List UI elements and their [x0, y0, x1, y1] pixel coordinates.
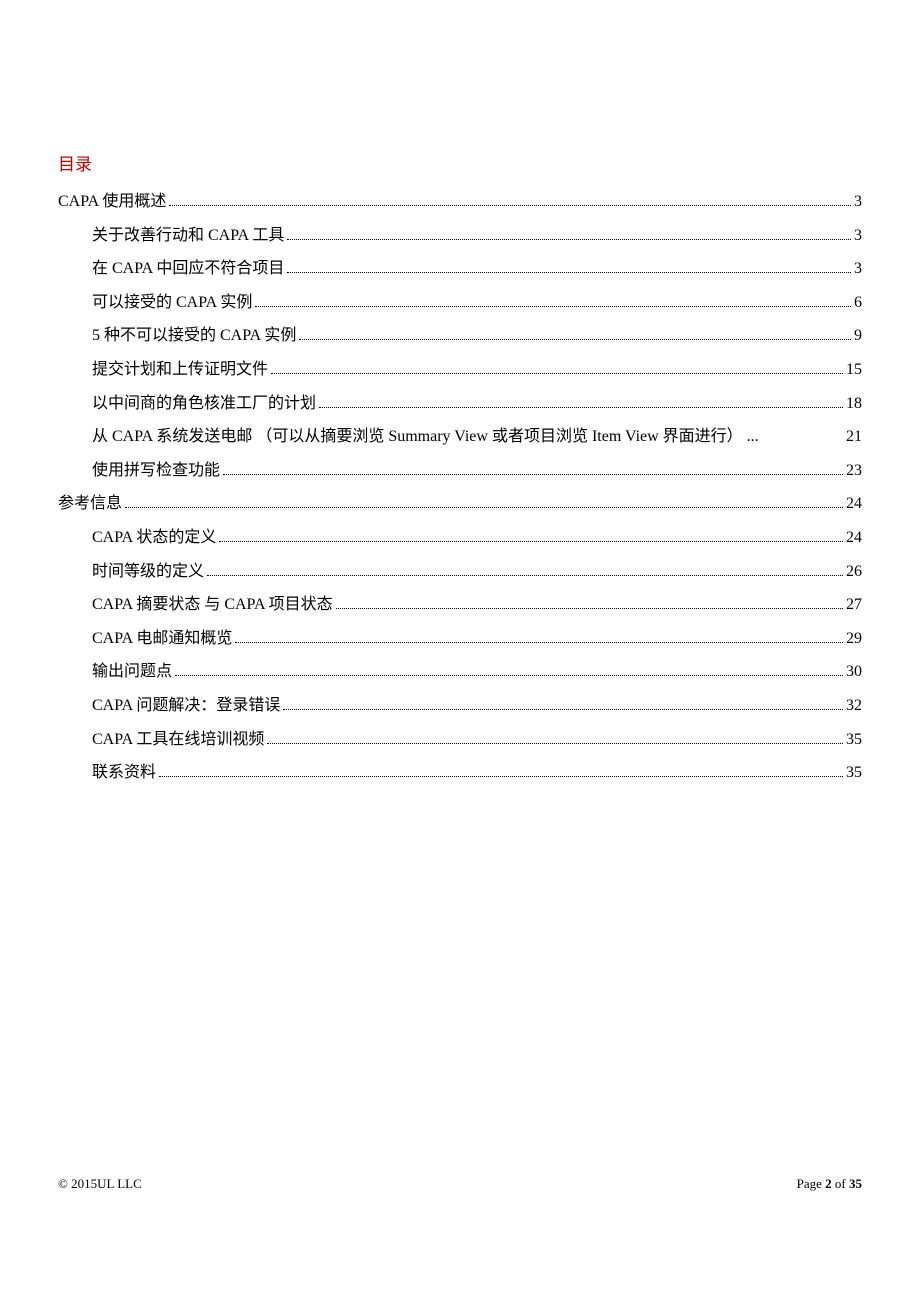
- toc-entry-label: 联系资料: [92, 756, 156, 790]
- toc-entry[interactable]: 可以接受的 CAPA 实例 6: [58, 286, 862, 320]
- toc-leader-dots: [125, 507, 843, 508]
- toc-list: CAPA 使用概述 3关于改善行动和 CAPA 工具 3在 CAPA 中回应不符…: [58, 185, 862, 790]
- toc-leader-dots: [271, 373, 843, 374]
- toc-leader-dots: [319, 407, 843, 408]
- toc-entry[interactable]: 从 CAPA 系统发送电邮 （可以从摘要浏览 Summary View 或者项目…: [58, 420, 862, 454]
- toc-entry[interactable]: 时间等级的定义 26: [58, 555, 862, 589]
- toc-entry-label: CAPA 使用概述: [58, 185, 166, 219]
- toc-entry-label: 使用拼写检查功能: [92, 454, 220, 488]
- toc-entry-page: 29: [846, 622, 862, 656]
- toc-entry-page: 35: [846, 756, 862, 790]
- toc-entry[interactable]: CAPA 问题解决：登录错误 32: [58, 689, 862, 723]
- toc-entry-label: CAPA 电邮通知概览: [92, 622, 232, 656]
- toc-entry[interactable]: 使用拼写检查功能 23: [58, 454, 862, 488]
- toc-leader-dots: [287, 272, 851, 273]
- toc-leader-dots: [283, 709, 843, 710]
- footer-page-mid: of: [832, 1176, 849, 1191]
- footer-page-number: Page 2 of 35: [797, 1176, 862, 1192]
- toc-entry[interactable]: 5 种不可以接受的 CAPA 实例 9: [58, 319, 862, 353]
- toc-entry-page: 26: [846, 555, 862, 589]
- toc-entry-label: 时间等级的定义: [92, 555, 204, 589]
- toc-entry[interactable]: 提交计划和上传证明文件 15: [58, 353, 862, 387]
- toc-entry-label: 5 种不可以接受的 CAPA 实例: [92, 319, 296, 353]
- toc-leader-dots: [336, 608, 843, 609]
- toc-entry-label: CAPA 问题解决：登录错误: [92, 689, 280, 723]
- toc-entry[interactable]: 参考信息 24: [58, 487, 862, 521]
- page-footer: © 2015UL LLC Page 2 of 35: [58, 1176, 862, 1192]
- toc-entry-page: 18: [846, 387, 862, 421]
- toc-leader-dots: [175, 675, 843, 676]
- toc-leader-dots: [235, 642, 843, 643]
- toc-leader-dots: [223, 474, 843, 475]
- toc-entry-page: 32: [846, 689, 862, 723]
- toc-entry[interactable]: CAPA 状态的定义 24: [58, 521, 862, 555]
- toc-entry[interactable]: CAPA 摘要状态 与 CAPA 项目状态 27: [58, 588, 862, 622]
- toc-leader-dots: [219, 541, 843, 542]
- document-page: 目录 CAPA 使用概述 3关于改善行动和 CAPA 工具 3在 CAPA 中回…: [0, 0, 920, 790]
- toc-entry-label: 关于改善行动和 CAPA 工具: [92, 219, 284, 253]
- toc-entry-page: 27: [846, 588, 862, 622]
- toc-entry[interactable]: 关于改善行动和 CAPA 工具 3: [58, 219, 862, 253]
- toc-entry-page: 24: [846, 487, 862, 521]
- toc-leader-dots: [169, 205, 851, 206]
- toc-leader-dots: [299, 339, 851, 340]
- toc-entry-label: 在 CAPA 中回应不符合项目: [92, 252, 284, 286]
- toc-entry-page: 30: [846, 655, 862, 689]
- toc-entry-page: 3: [854, 219, 862, 253]
- toc-entry-label: 参考信息: [58, 487, 122, 521]
- toc-entry-label: 以中间商的角色核准工厂的计划: [92, 387, 316, 421]
- toc-entry[interactable]: 联系资料 35: [58, 756, 862, 790]
- toc-entry-label: 输出问题点: [92, 655, 172, 689]
- toc-leader-dots: [267, 743, 843, 744]
- toc-leader-dots: [255, 306, 851, 307]
- toc-entry-label: 从 CAPA 系统发送电邮 （可以从摘要浏览 Summary View 或者项目…: [92, 420, 759, 454]
- footer-page-total: 35: [849, 1176, 862, 1191]
- toc-leader-dots: [159, 776, 843, 777]
- toc-entry-label: 提交计划和上传证明文件: [92, 353, 268, 387]
- toc-entry-page: 24: [846, 521, 862, 555]
- toc-entry-page: 35: [846, 723, 862, 757]
- toc-entry[interactable]: 在 CAPA 中回应不符合项目 3: [58, 252, 862, 286]
- toc-entry-page: 6: [854, 286, 862, 320]
- toc-entry[interactable]: CAPA 使用概述 3: [58, 185, 862, 219]
- toc-entry[interactable]: 输出问题点 30: [58, 655, 862, 689]
- toc-leader-dots: [207, 575, 843, 576]
- toc-entry-label: 可以接受的 CAPA 实例: [92, 286, 252, 320]
- toc-entry-page: 3: [854, 185, 862, 219]
- toc-leader-dots: [287, 239, 851, 240]
- toc-entry[interactable]: CAPA 工具在线培训视频 35: [58, 723, 862, 757]
- footer-page-prefix: Page: [797, 1176, 826, 1191]
- toc-entry[interactable]: CAPA 电邮通知概览 29: [58, 622, 862, 656]
- toc-entry-page: 21: [846, 420, 862, 454]
- toc-title: 目录: [58, 150, 862, 175]
- toc-entry-page: 15: [846, 353, 862, 387]
- toc-entry[interactable]: 以中间商的角色核准工厂的计划 18: [58, 387, 862, 421]
- footer-copyright: © 2015UL LLC: [58, 1176, 142, 1192]
- toc-entry-label: CAPA 状态的定义: [92, 521, 216, 555]
- toc-entry-label: CAPA 工具在线培训视频: [92, 723, 264, 757]
- toc-entry-page: 3: [854, 252, 862, 286]
- toc-entry-page: 23: [846, 454, 862, 488]
- toc-entry-page: 9: [854, 319, 862, 353]
- toc-entry-label: CAPA 摘要状态 与 CAPA 项目状态: [92, 588, 333, 622]
